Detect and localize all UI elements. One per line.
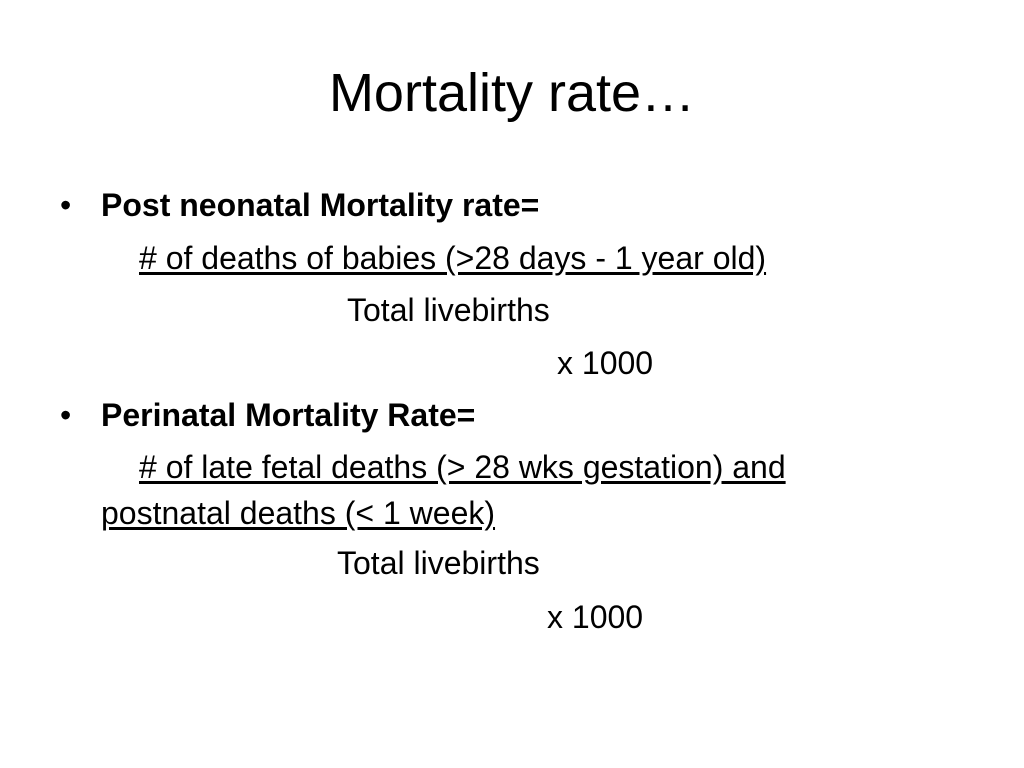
perinatal-numerator-line-1: # of late fetal deaths (> 28 wks gestati…	[139, 449, 786, 485]
bullet-icon: •	[60, 187, 72, 223]
post-neonatal-denominator: Total livebirths	[347, 292, 550, 328]
post-neonatal-heading: Post neonatal Mortality rate=	[101, 187, 540, 223]
perinatal-numerator-line-2: postnatal deaths (< 1 week)	[101, 495, 496, 531]
perinatal-denominator: Total livebirths	[337, 545, 540, 581]
perinatal-heading: Perinatal Mortality Rate=	[101, 397, 476, 433]
post-neonatal-numerator: # of deaths of babies (>28 days - 1 year…	[139, 240, 767, 276]
slide-title: Mortality rate…	[328, 63, 696, 123]
bullet-icon: •	[60, 397, 72, 433]
perinatal-multiplier: x 1000	[547, 599, 644, 635]
post-neonatal-multiplier: x 1000	[557, 345, 654, 381]
